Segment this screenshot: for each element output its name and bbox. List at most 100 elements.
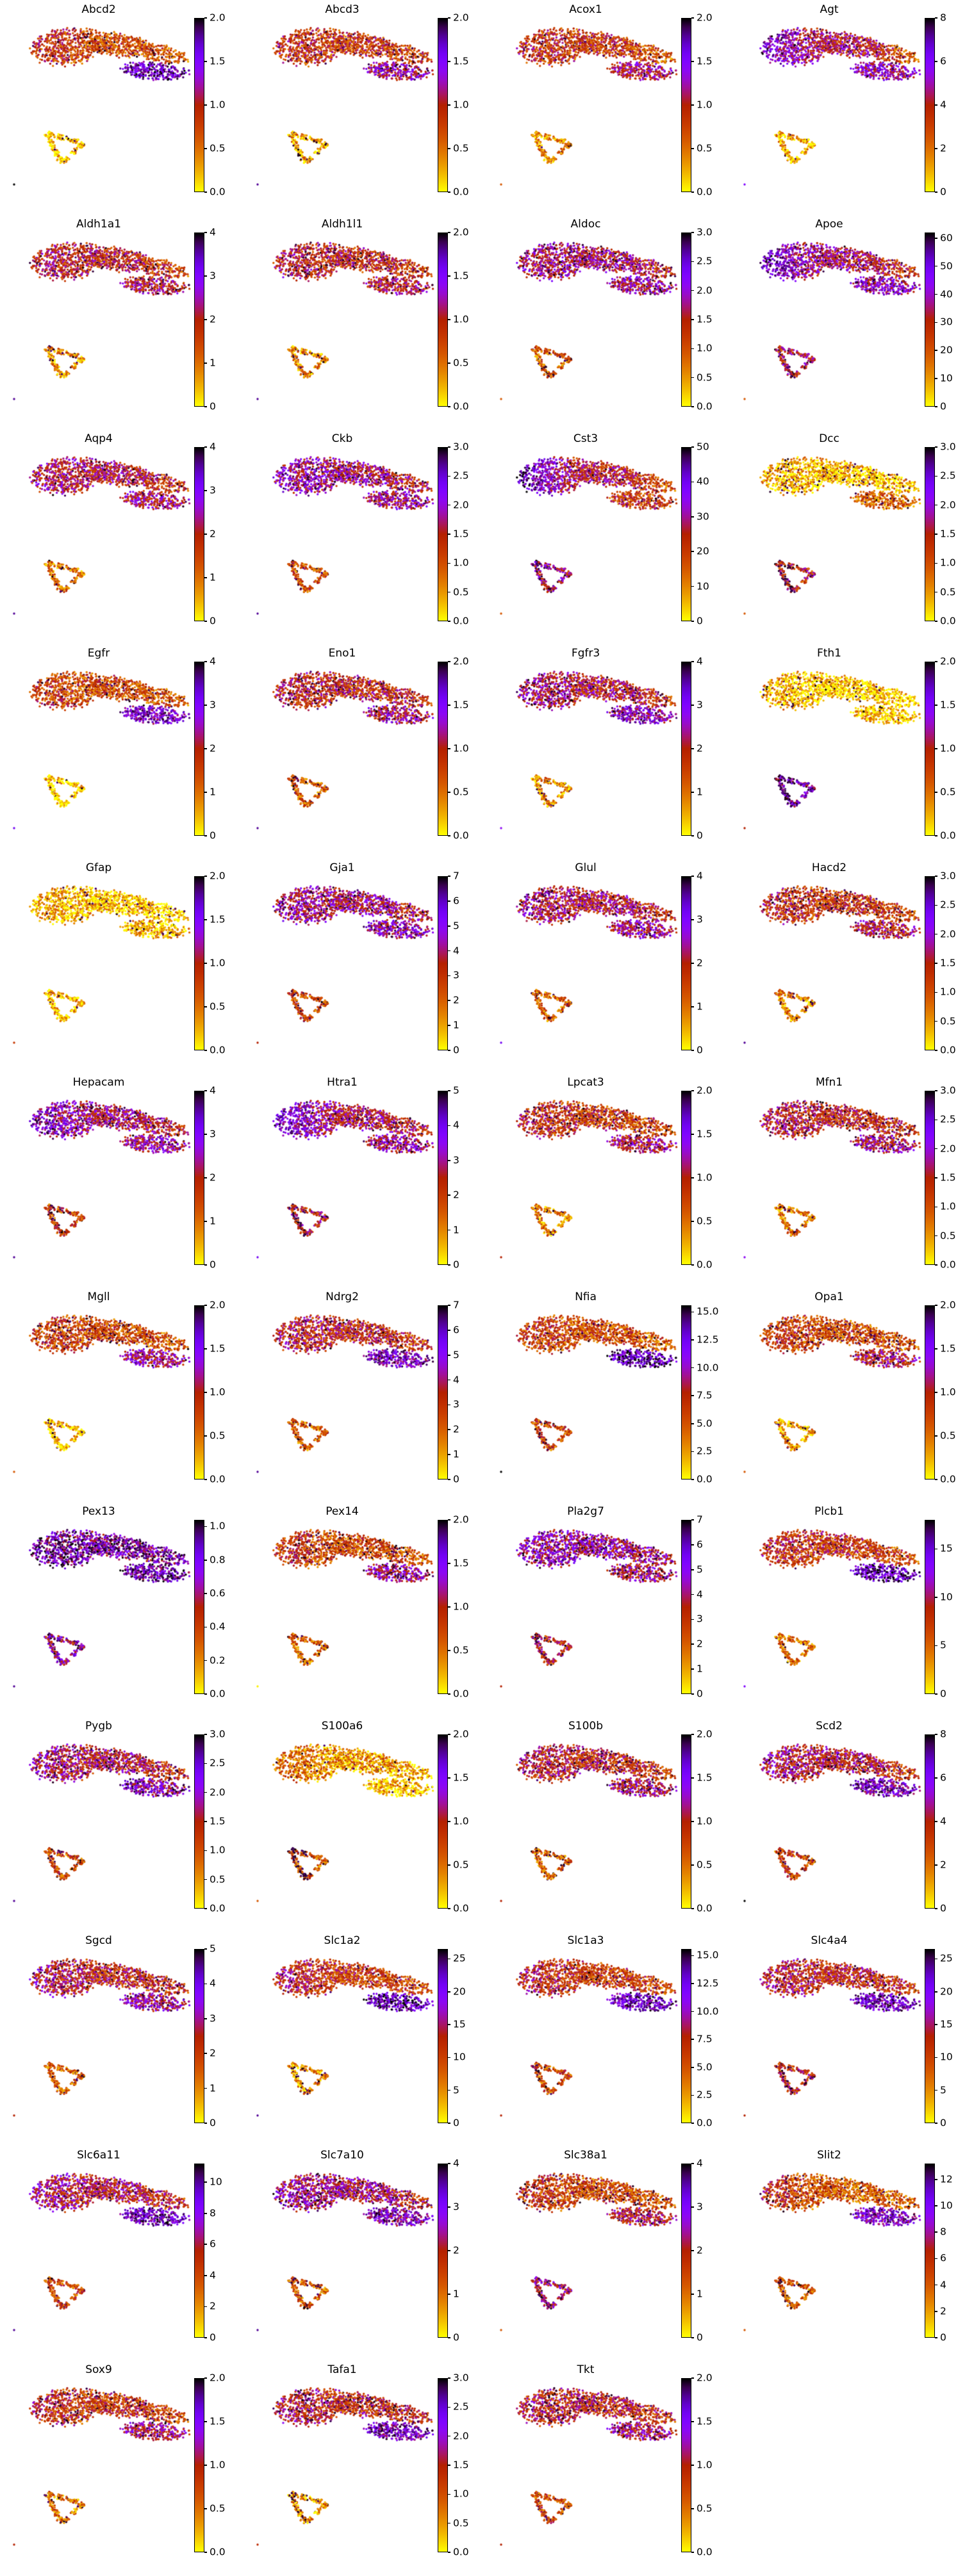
colorbar-tick (935, 475, 937, 477)
colorbar-tick-label: 1.5 (697, 55, 713, 67)
colorbar-tick-label: 2.5 (453, 469, 469, 482)
colorbar-tick (204, 1134, 207, 1135)
colorbar-tick (691, 2508, 694, 2509)
colorbar-tick (448, 1404, 450, 1406)
colorbar-tick (691, 377, 694, 379)
colorbar (194, 876, 204, 1050)
umap-scatter (730, 1716, 974, 1931)
colorbar-tick-label: 2.0 (697, 284, 713, 296)
colorbar-tick (691, 1693, 694, 1695)
colorbar-tick (691, 406, 694, 407)
colorbar-tick-label: 1.5 (453, 699, 469, 711)
colorbar-tick (935, 1958, 937, 1960)
colorbar-tick-label: 6 (210, 2238, 216, 2250)
colorbar-tick (204, 1763, 207, 1765)
colorbar-tick-label: 1 (210, 1215, 216, 1227)
colorbar-tick (448, 1264, 450, 1266)
colorbar-tick-label: 3 (210, 2012, 216, 2025)
feature-plot-panel: Pex131.00.80.60.40.20.0 (0, 1502, 244, 1716)
colorbar-tick-label: 0.0 (210, 186, 226, 198)
umap-scatter (487, 1931, 730, 2146)
colorbar-tick-label: 0.0 (453, 1902, 469, 1914)
colorbar-tick-label: 40 (697, 475, 709, 487)
colorbar-tick-label: 2.5 (940, 1113, 956, 1125)
colorbar-tick (204, 363, 207, 364)
feature-plot-panel: Tkt2.01.51.00.50.0 (487, 2360, 730, 2575)
colorbar-tick (448, 1864, 450, 1866)
feature-plot-panel: Abcd22.01.51.00.50.0 (0, 0, 244, 215)
colorbar-tick-label: 0.0 (697, 1259, 713, 1271)
colorbar-tick (691, 1908, 694, 1909)
colorbar-tick-label: 4 (697, 655, 703, 667)
colorbar-tick (448, 792, 450, 793)
colorbar-tick-label: 1.0 (210, 99, 226, 111)
colorbar-tick-label: 0.5 (697, 2502, 713, 2515)
colorbar-tick-label: 3 (453, 969, 459, 981)
colorbar-tick-label: 3.0 (940, 441, 956, 453)
colorbar-tick-label: 1.0 (453, 1601, 469, 1613)
colorbar-tick-label: 2.0 (453, 2429, 469, 2441)
colorbar-tick-label: 2.5 (940, 899, 956, 911)
colorbar-tick-label: 6 (940, 1772, 946, 1784)
feature-plot-panel: Slit2121086420 (730, 2146, 974, 2360)
colorbar-tick-label: 0.5 (940, 786, 956, 798)
colorbar-tick-label: 4 (697, 1588, 703, 1600)
colorbar-tick-label: 0 (210, 829, 216, 842)
colorbar-tick-label: 0.0 (210, 1688, 226, 1700)
colorbar (681, 447, 691, 621)
colorbar-tick-label: 0.5 (697, 1859, 713, 1871)
colorbar-tick (204, 1526, 207, 1528)
colorbar-tick (204, 621, 207, 622)
colorbar (194, 1520, 204, 1694)
colorbar-tick-label: 12.5 (697, 1977, 719, 1989)
colorbar-tick (448, 1330, 450, 1331)
colorbar-tick (935, 2089, 937, 2091)
colorbar-tick-label: 10 (697, 580, 709, 592)
feature-plot-panel: Dcc3.02.52.01.51.00.50.0 (730, 429, 974, 644)
colorbar-tick-label: 0.0 (697, 1473, 713, 1485)
colorbar-tick-label: 0 (940, 1902, 946, 1914)
colorbar-tick-label: 5 (940, 1639, 946, 1651)
umap-scatter (730, 0, 974, 215)
colorbar-tick (448, 2435, 450, 2437)
colorbar-tick (935, 2024, 937, 2025)
colorbar-tick (204, 1264, 207, 1266)
colorbar-tick (935, 1435, 937, 1437)
colorbar-tick (691, 835, 694, 836)
colorbar-tick (448, 591, 450, 593)
colorbar-tick (691, 17, 694, 19)
colorbar-tick (204, 104, 207, 106)
colorbar-tick (691, 1006, 694, 1007)
colorbar-tick-label: 4 (940, 1815, 946, 1827)
colorbar-tick (691, 661, 694, 662)
colorbar-tick (204, 275, 207, 277)
umap-scatter (730, 644, 974, 858)
colorbar-tick (935, 2284, 937, 2286)
feature-plot-panel: Mfn13.02.52.01.51.00.50.0 (730, 1073, 974, 1287)
colorbar-tick (204, 2552, 207, 2553)
feature-plot-panel: S100b2.01.51.00.50.0 (487, 1716, 730, 1931)
colorbar-tick-label: 2.0 (453, 12, 469, 24)
colorbar-tick (691, 2465, 694, 2466)
colorbar-tick-label: 3 (697, 1613, 703, 1625)
colorbar-tick (204, 2275, 207, 2276)
colorbar-tick-label: 0.0 (453, 615, 469, 627)
colorbar-tick-label: 0.5 (940, 1015, 956, 1027)
colorbar-tick (448, 1777, 450, 1779)
colorbar-tick-label: 1.5 (697, 2415, 713, 2427)
colorbar-tick-label: 10 (453, 2051, 466, 2063)
feature-plot-panel: Slc1a22520151050 (244, 1931, 487, 2146)
colorbar-tick (691, 2377, 694, 2379)
colorbar-tick (204, 792, 207, 793)
colorbar-tick (204, 2212, 207, 2214)
colorbar (194, 1305, 204, 1480)
colorbar-tick (691, 1311, 694, 1313)
colorbar-tick-label: 0.0 (453, 829, 469, 842)
colorbar-tick (935, 1235, 937, 1237)
colorbar-tick (691, 2010, 694, 2012)
colorbar-tick (691, 1668, 694, 1670)
colorbar-tick (691, 1339, 694, 1341)
colorbar-tick (691, 2552, 694, 2553)
colorbar-tick (448, 2089, 450, 2091)
colorbar-tick (204, 490, 207, 491)
